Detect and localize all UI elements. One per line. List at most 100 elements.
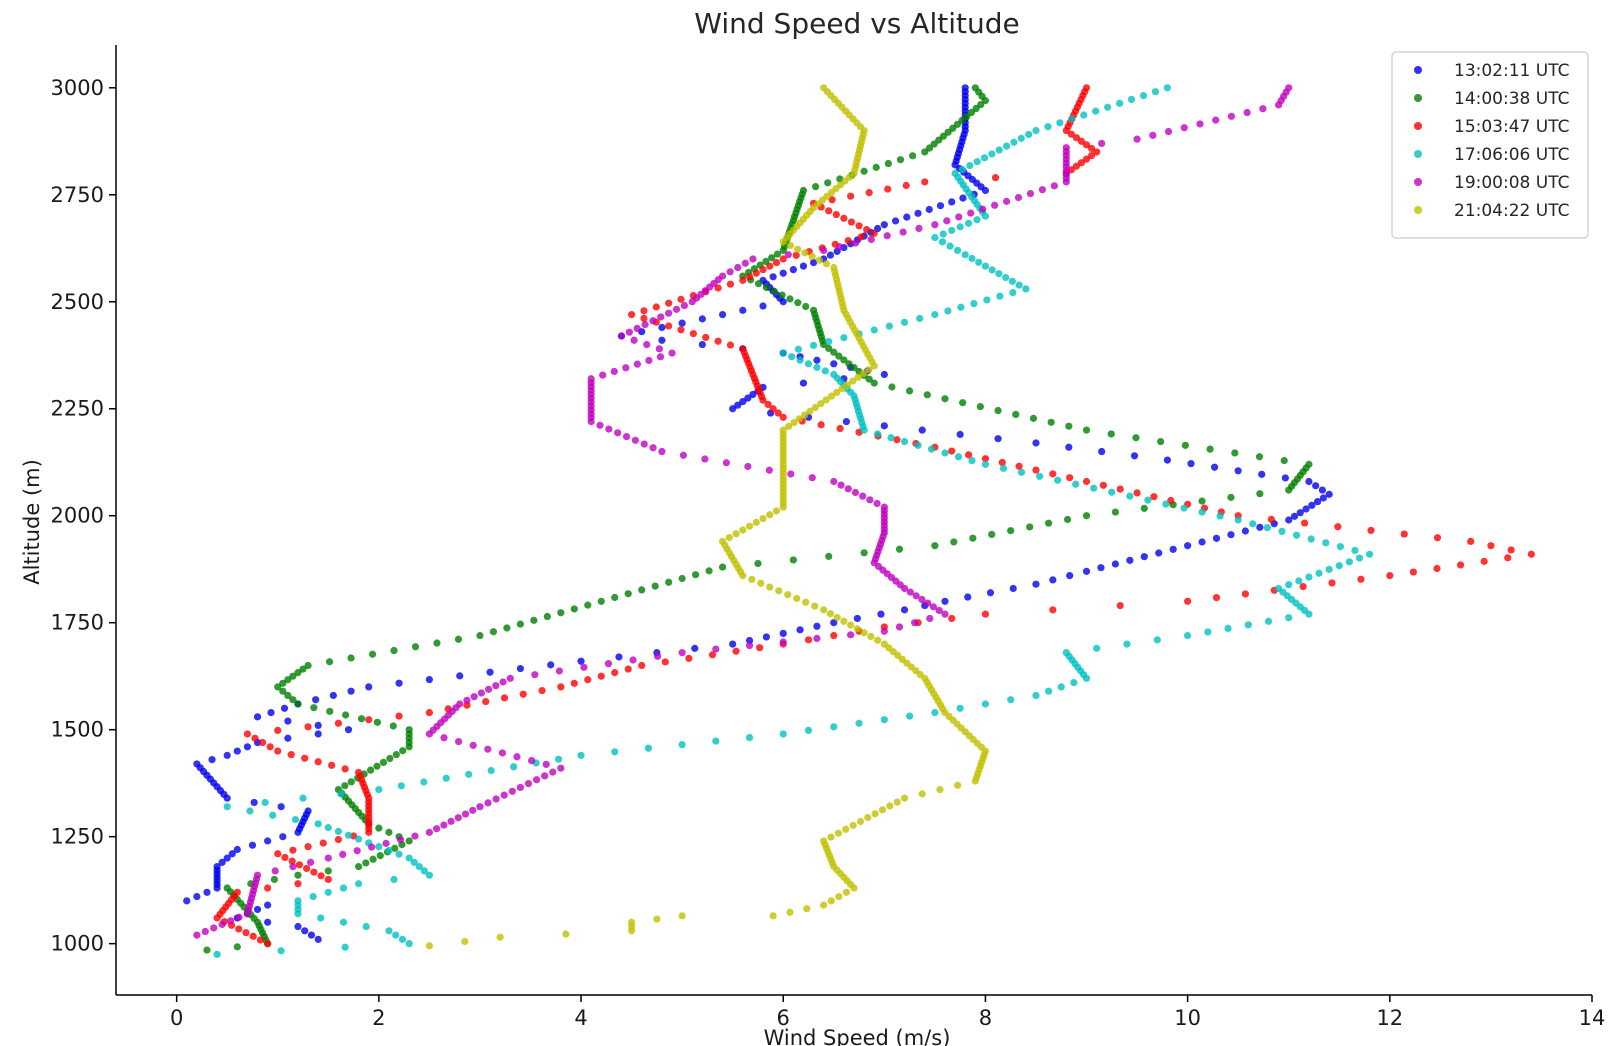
data-point [1133, 135, 1141, 143]
data-point [1087, 144, 1096, 153]
data-point [625, 328, 633, 336]
data-point [1409, 568, 1417, 576]
data-point [264, 918, 272, 926]
data-point [832, 210, 840, 219]
data-point [1212, 594, 1221, 602]
data-point [866, 496, 874, 504]
data-point [299, 794, 307, 802]
data-point [906, 712, 914, 720]
data-point [399, 747, 407, 755]
data-point [725, 533, 733, 542]
data-point [973, 158, 981, 166]
data-point [1082, 155, 1091, 163]
data-point [744, 462, 752, 471]
data-point [1318, 486, 1327, 494]
data-point [692, 571, 700, 579]
data-point [927, 445, 936, 453]
data-point [398, 935, 407, 943]
y-tick-label: 3000 [51, 76, 104, 100]
data-point [294, 700, 302, 708]
data-point [299, 665, 307, 673]
data-point [655, 345, 663, 353]
data-point [988, 150, 996, 158]
data-point [1126, 492, 1134, 500]
data-point [476, 803, 484, 811]
data-point [1259, 105, 1267, 113]
data-point [1116, 601, 1124, 610]
data-point [373, 762, 381, 770]
data-point [779, 269, 787, 277]
data-point [702, 333, 710, 342]
data-point [895, 545, 904, 553]
data-point [779, 413, 787, 421]
data-point [1357, 575, 1365, 583]
data-point [847, 621, 855, 629]
data-point [665, 322, 673, 330]
data-point [729, 640, 737, 648]
data-point [788, 353, 796, 361]
data-point [668, 349, 676, 357]
data-point [887, 434, 895, 442]
data-point [880, 716, 888, 724]
data-point [678, 741, 686, 749]
data-point [246, 807, 254, 815]
data-point [314, 820, 322, 828]
data-point [799, 186, 808, 195]
data-point [754, 559, 762, 568]
data-point [454, 814, 462, 822]
data-point [577, 751, 585, 759]
data-point [390, 646, 398, 655]
data-point [830, 263, 838, 272]
data-point [1111, 508, 1120, 516]
data-point [347, 687, 355, 695]
data-point [1234, 467, 1242, 475]
data-point [896, 156, 905, 164]
data-point [762, 283, 770, 292]
data-point [739, 306, 747, 314]
data-point [954, 781, 962, 789]
data-point [1334, 523, 1342, 531]
data-point [1056, 119, 1064, 127]
data-point [981, 262, 990, 270]
data-point [280, 704, 289, 712]
data-point [1066, 474, 1074, 482]
data-point [809, 306, 818, 314]
data-point [425, 675, 433, 684]
data-point [366, 766, 375, 774]
data-point [365, 716, 373, 724]
data-point [307, 858, 315, 866]
data-point [538, 686, 546, 695]
data-point [513, 753, 521, 761]
data-point [264, 884, 272, 892]
data-point [918, 426, 926, 434]
data-point [264, 940, 272, 948]
data-point [397, 782, 405, 790]
data-point [570, 605, 578, 613]
data-point [223, 854, 231, 862]
data-point [456, 672, 464, 680]
data-point [926, 614, 934, 623]
data-point [741, 259, 749, 267]
data-point [294, 880, 302, 888]
data-point [656, 353, 665, 361]
data-point [1127, 95, 1136, 104]
data-point [649, 444, 657, 452]
legend-box [1391, 51, 1589, 239]
data-point [433, 825, 441, 833]
y-axis-title: Altitude (m) [20, 459, 44, 585]
data-point [1365, 550, 1374, 558]
data-point [596, 421, 604, 429]
data-point [645, 356, 653, 365]
data-point [1249, 520, 1257, 528]
data-point [1227, 493, 1235, 501]
data-point [314, 730, 322, 738]
data-point [577, 657, 585, 665]
data-point [830, 619, 838, 627]
data-point [395, 679, 403, 687]
y-tick-label: 1750 [51, 611, 104, 635]
data-point [749, 390, 757, 399]
data-point [317, 872, 325, 880]
data-point [734, 401, 742, 409]
data-point [1163, 456, 1171, 464]
data-point [1256, 490, 1264, 498]
